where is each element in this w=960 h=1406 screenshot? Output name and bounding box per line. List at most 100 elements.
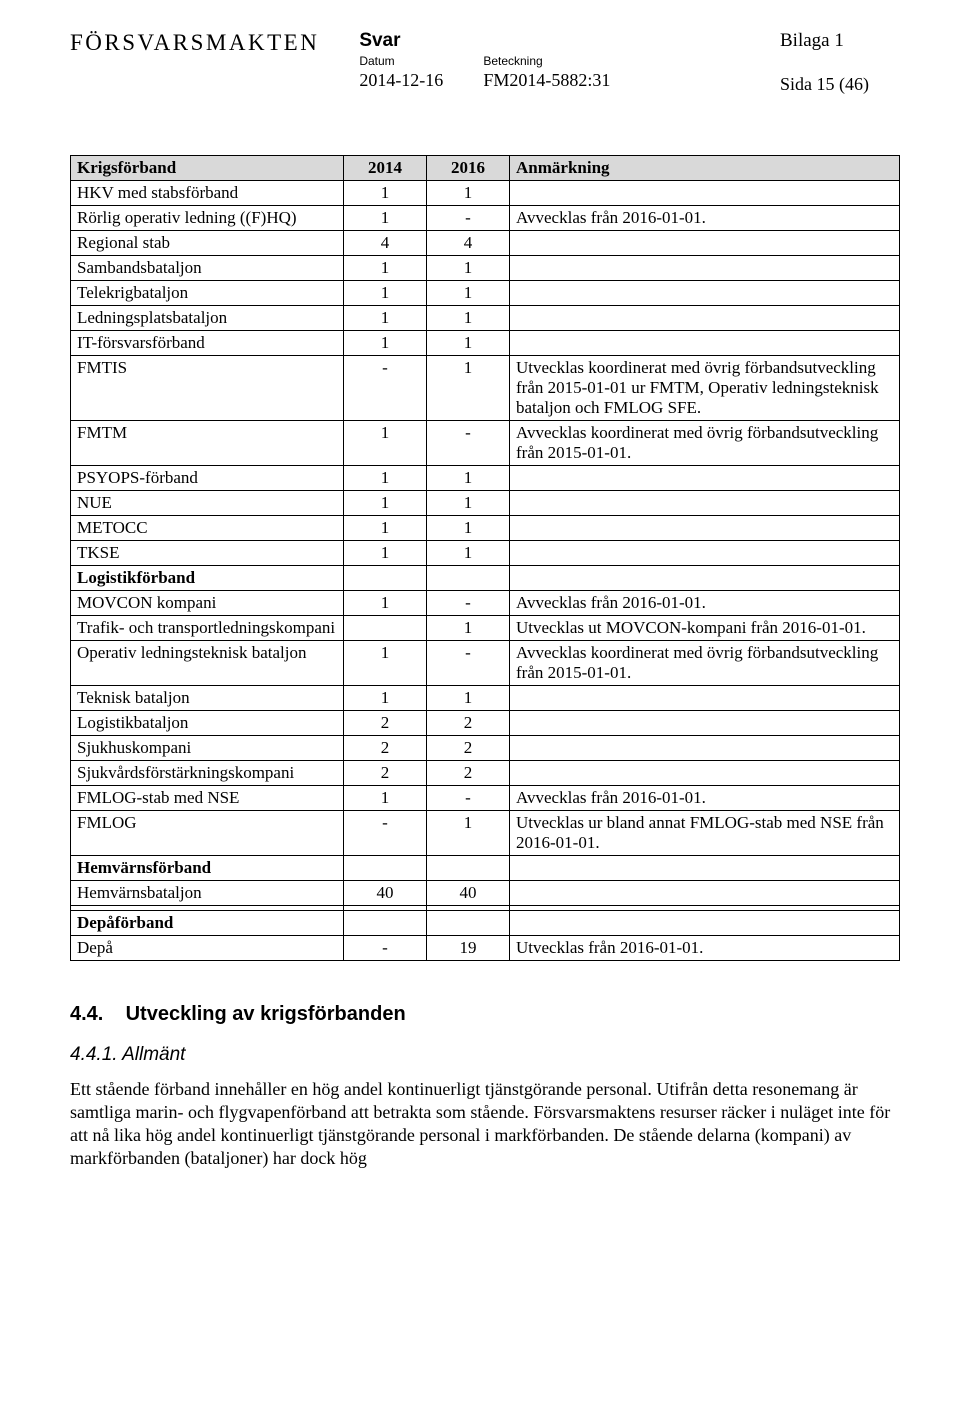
table-row: FMLOG-1Utvecklas ur bland annat FMLOG-st…	[71, 811, 900, 856]
svar-title: Svar	[359, 30, 443, 52]
cell-c2: 1	[344, 421, 427, 466]
table-row: HKV med stabsförband11	[71, 181, 900, 206]
cell-c4: Avvecklas från 2016-01-01.	[510, 786, 900, 811]
cell-c4	[510, 491, 900, 516]
cell-c4	[510, 711, 900, 736]
table-row: TKSE11	[71, 541, 900, 566]
meta-col-beteckning: Beteckning FM2014-5882:31	[483, 30, 610, 91]
datum-label: Datum	[359, 54, 443, 68]
cell-c2: 1	[344, 466, 427, 491]
cell-c1: NUE	[71, 491, 344, 516]
cell-c3: 1	[427, 616, 510, 641]
th-anmarkning: Anmärkning	[510, 156, 900, 181]
table-row: MOVCON kompani1-Avvecklas från 2016-01-0…	[71, 591, 900, 616]
cell-c4	[510, 686, 900, 711]
cell-c4	[510, 761, 900, 786]
cell-c4: Avvecklas koordinerat med övrig förbands…	[510, 641, 900, 686]
table-row: Teknisk bataljon11	[71, 686, 900, 711]
cell-c2: -	[344, 811, 427, 856]
cell-c1: Sambandsbataljon	[71, 256, 344, 281]
table-row: Ledningsplatsbataljon11	[71, 306, 900, 331]
cell-c2: 2	[344, 711, 427, 736]
heading-4-4-text: Utveckling av krigsförbanden	[126, 1003, 406, 1025]
th-2016: 2016	[427, 156, 510, 181]
cell-c4	[510, 231, 900, 256]
cell-c1: Ledningsplatsbataljon	[71, 306, 344, 331]
cell-c2: 1	[344, 181, 427, 206]
table-row: FMTM1-Avvecklas koordinerat med övrig fö…	[71, 421, 900, 466]
table-row: Logistikbataljon22	[71, 711, 900, 736]
table-row: PSYOPS-förband11	[71, 466, 900, 491]
spacer	[483, 30, 610, 52]
cell-c2: 4	[344, 231, 427, 256]
cell-c4: Avvecklas koordinerat med övrig förbands…	[510, 421, 900, 466]
cell-c4: Avvecklas från 2016-01-01.	[510, 206, 900, 231]
cell-c3: -	[427, 421, 510, 466]
logo: FÖRSVARSMAKTEN	[70, 30, 319, 56]
cell-c2: 1	[344, 306, 427, 331]
table-row: Hemvärnsbataljon4040	[71, 881, 900, 906]
table-row: Operativ ledningsteknisk bataljon1-Avvec…	[71, 641, 900, 686]
body-text: 4.4. Utveckling av krigsförbanden 4.4.1.…	[70, 1001, 900, 1170]
table-row: Sjukhuskompani22	[71, 736, 900, 761]
cell-c4	[510, 306, 900, 331]
th-2014: 2014	[344, 156, 427, 181]
table-row: NUE11	[71, 491, 900, 516]
cell-c3: 1	[427, 356, 510, 421]
header-meta: Svar Datum 2014-12-16 Beteckning FM2014-…	[359, 30, 780, 91]
cell-c2: -	[344, 936, 427, 961]
table-row: Depåförband	[71, 911, 900, 936]
heading-4-4-1: 4.4.1. Allmänt	[70, 1043, 900, 1068]
cell-c4: Utvecklas från 2016-01-01.	[510, 936, 900, 961]
cell-c2: 2	[344, 736, 427, 761]
table-row: Trafik- och transportledningskompani 1Utv…	[71, 616, 900, 641]
meta-col-right: Bilaga 1 Sida 15 (46)	[780, 30, 900, 95]
meta-col-svar: Svar Datum 2014-12-16	[359, 30, 443, 91]
table-row: Telekrigbataljon11	[71, 281, 900, 306]
cell-c2: 1	[344, 786, 427, 811]
cell-c4	[510, 911, 900, 936]
paragraph: Ett stående förband innehåller en hög an…	[70, 1078, 900, 1170]
table-row: Regional stab44	[71, 231, 900, 256]
cell-c4	[510, 736, 900, 761]
table-row: Logistikförband	[71, 566, 900, 591]
cell-c1: FMTM	[71, 421, 344, 466]
cell-c3: 1	[427, 811, 510, 856]
cell-c2: 1	[344, 686, 427, 711]
cell-c3: 19	[427, 936, 510, 961]
cell-c3: 1	[427, 306, 510, 331]
table-row: Sambandsbataljon11	[71, 256, 900, 281]
cell-c3: 1	[427, 541, 510, 566]
cell-c1: Trafik- och transportledningskompani	[71, 616, 344, 641]
beteckning-value: FM2014-5882:31	[483, 70, 610, 91]
cell-c3: -	[427, 206, 510, 231]
cell-c4: Utvecklas ur bland annat FMLOG-stab med …	[510, 811, 900, 856]
cell-c4	[510, 466, 900, 491]
cell-c1: MOVCON kompani	[71, 591, 344, 616]
cell-c1: Hemvärnsförband	[71, 856, 344, 881]
th-krigsforband: Krigsförband	[71, 156, 344, 181]
cell-c4	[510, 566, 900, 591]
table-row: Rörlig operativ ledning ((F)HQ)1-Avveckl…	[71, 206, 900, 231]
cell-c3: 1	[427, 491, 510, 516]
cell-c2: 40	[344, 881, 427, 906]
cell-c4	[510, 281, 900, 306]
page-header: FÖRSVARSMAKTEN Svar Datum 2014-12-16 Bet…	[70, 30, 900, 95]
cell-c1: PSYOPS-förband	[71, 466, 344, 491]
cell-c1: Depåförband	[71, 911, 344, 936]
cell-c1: Regional stab	[71, 231, 344, 256]
krigsforband-table: Krigsförband 2014 2016 Anmärkning HKV me…	[70, 155, 900, 961]
cell-c1: FMTIS	[71, 356, 344, 421]
cell-c4	[510, 181, 900, 206]
cell-c4: Utvecklas ut MOVCON-kompani från 2016-01…	[510, 616, 900, 641]
beteckning-label: Beteckning	[483, 54, 610, 68]
cell-c4: Avvecklas från 2016-01-01.	[510, 591, 900, 616]
cell-c3: 1	[427, 516, 510, 541]
cell-c3: 2	[427, 761, 510, 786]
cell-c1: Rörlig operativ ledning ((F)HQ)	[71, 206, 344, 231]
cell-c3: 1	[427, 281, 510, 306]
cell-c2: 1	[344, 516, 427, 541]
cell-c1: METOCC	[71, 516, 344, 541]
cell-c3: 1	[427, 181, 510, 206]
cell-c1: HKV med stabsförband	[71, 181, 344, 206]
